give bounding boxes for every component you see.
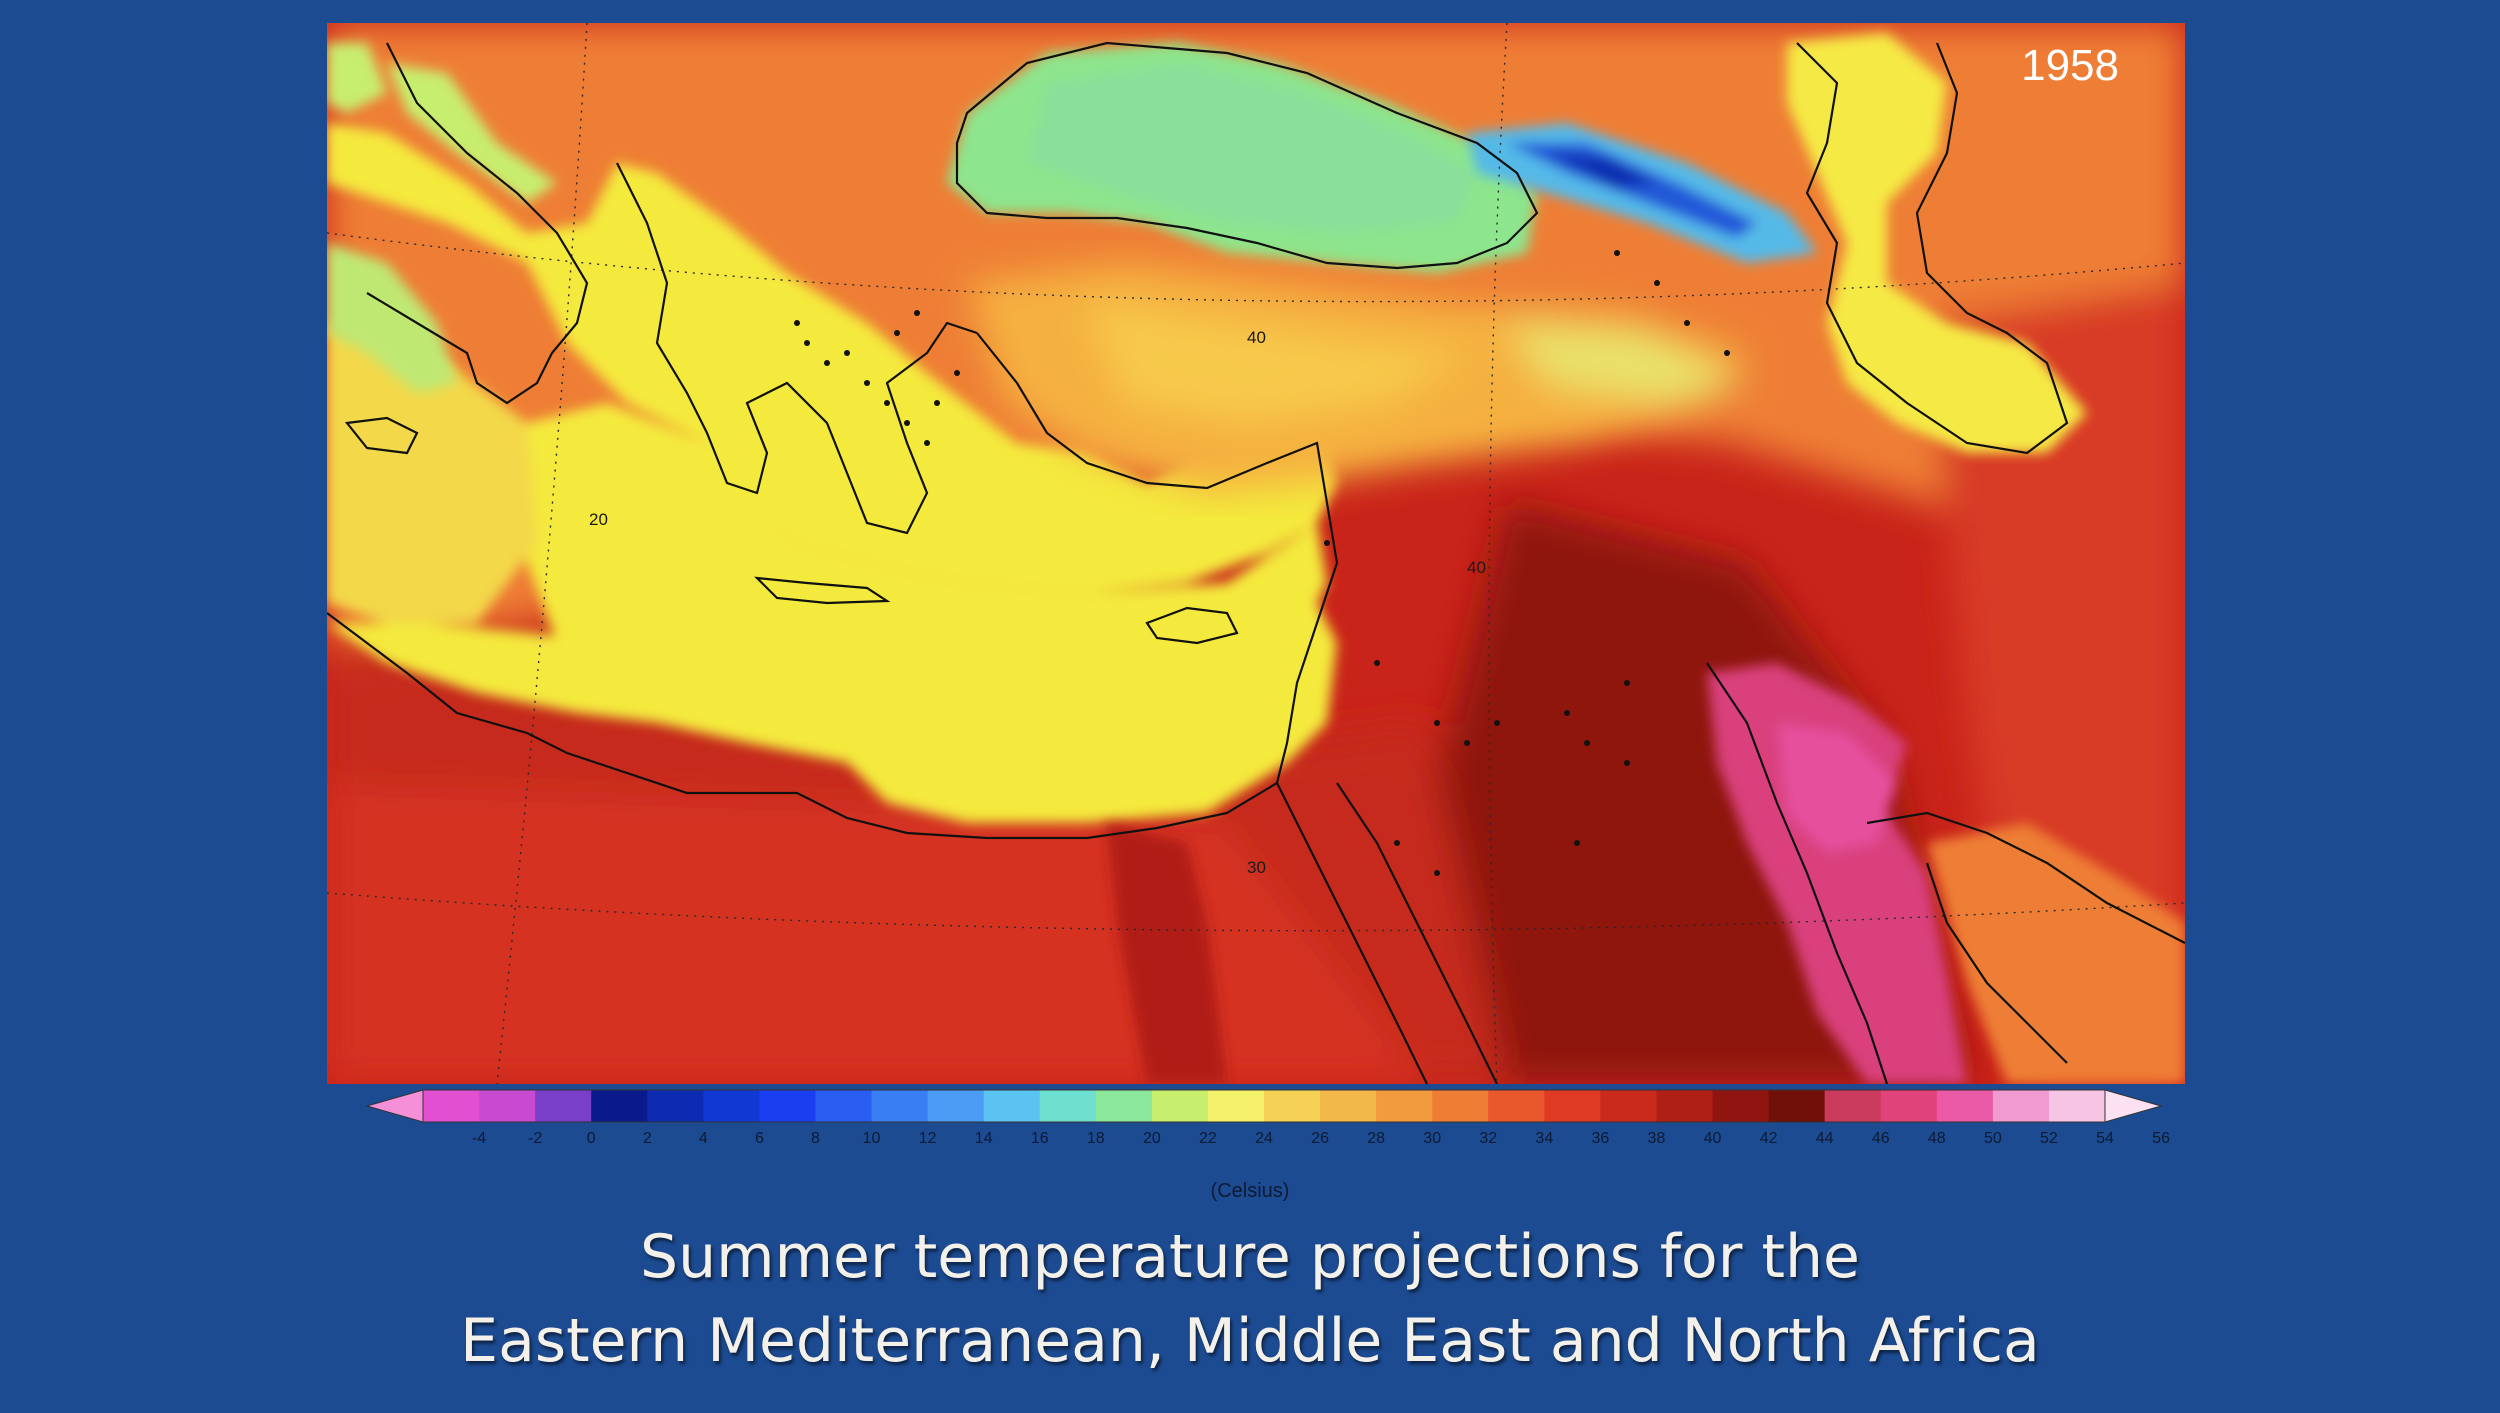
colorbar-segment: [1880, 1090, 1938, 1122]
colorbar-segment: [1656, 1090, 1714, 1122]
slide-caption: Summer temperature projections for the E…: [0, 1215, 2500, 1383]
colorbar-segment: [871, 1090, 929, 1122]
colorbar-segment: [1992, 1090, 2050, 1122]
colorbar-segment: [1432, 1090, 1489, 1122]
colorbar-arrow-low: [365, 1089, 424, 1123]
colorbar-tick-label: 8: [811, 1130, 820, 1147]
colorbar-tick-label: 44: [1815, 1130, 1834, 1147]
colorbar-tick-label: 54: [2096, 1130, 2114, 1147]
colorbar-tick-label: 40: [1703, 1130, 1722, 1147]
colorbar-tick-label: 12: [918, 1130, 937, 1147]
grid-label-lon-40: 40: [1467, 558, 1486, 577]
colorbar-segment: [983, 1090, 1041, 1122]
colorbar-segment: [1824, 1090, 1882, 1122]
colorbar-segment: [927, 1090, 985, 1122]
colorbar-tick-label: 34: [1535, 1130, 1554, 1147]
colorbar-tick-label: 38: [1647, 1130, 1666, 1147]
colorbar-segment: [703, 1090, 760, 1122]
colorbar-tick-label: 52: [2040, 1130, 2058, 1147]
colorbar-units: (Celsius): [1210, 1180, 1290, 1202]
colorbar-segment: [1376, 1090, 1433, 1122]
colorbar-tick-label: 0: [586, 1130, 596, 1147]
colorbar-tick-label: 50: [1983, 1130, 2002, 1147]
colorbar-tick-label: 30: [1423, 1130, 1442, 1147]
colorbar-segment: [1712, 1090, 1770, 1122]
grid-label-lon-20: 20: [589, 510, 608, 529]
italy-region: [327, 43, 557, 393]
colorbar-tick-label: 26: [1311, 1130, 1329, 1147]
colorbar-segment: [1936, 1090, 1994, 1122]
colorbar-tick-label: 24: [1255, 1130, 1273, 1147]
colorbar-segment: [1768, 1090, 1826, 1122]
grid-label-lat-30: 30: [1247, 858, 1266, 877]
colorbar-tick-label: 20: [1142, 1130, 1161, 1147]
colorbar-canvas: [365, 1089, 2163, 1123]
year-label: 1958: [2021, 41, 2119, 90]
colorbar-tick-label: 14: [974, 1130, 993, 1147]
colorbar-outline: [422, 1089, 2106, 1123]
colorbar-tick-label: 36: [1591, 1130, 1610, 1147]
egypt-region: [1107, 823, 1227, 1084]
colorbar-tick-label: 46: [1871, 1130, 1890, 1147]
colorbar-tick-label: -2: [528, 1130, 543, 1147]
colorbar-segment: [591, 1090, 648, 1122]
islands: [794, 250, 1730, 876]
colorbar-tick-label: 32: [1479, 1130, 1498, 1147]
anatolia-region: [967, 263, 1747, 493]
temperature-map: 20 40 40 30 1958: [327, 23, 2185, 1084]
colorbar-tick-label: -4: [471, 1130, 487, 1147]
colorbar-tick-label: 2: [642, 1130, 652, 1147]
colorbar-segment: [1207, 1090, 1265, 1122]
colorbar-tick-label: 42: [1759, 1130, 1778, 1147]
arabia-southeast: [1927, 823, 2185, 1084]
colorbar-tick-label: 6: [754, 1130, 764, 1147]
coastlines: [327, 41, 2185, 1084]
colorbar-segment: [1544, 1090, 1601, 1122]
colorbar-segment: [1039, 1090, 1097, 1122]
black-sea: [947, 43, 1537, 273]
persian-gulf-hotspot: [1707, 663, 1967, 1084]
colorbar-tick-label: 18: [1086, 1130, 1105, 1147]
colorbar-segment: [1151, 1090, 1209, 1122]
colorbar-tick-label: 4: [698, 1130, 708, 1147]
colorbar-tick-label: 22: [1199, 1130, 1217, 1147]
caspian-sea: [1787, 33, 2087, 453]
colorbar-tick-label: 28: [1367, 1130, 1386, 1147]
colorbar-segment: [479, 1090, 536, 1122]
colorbar-segment: [1264, 1090, 1321, 1122]
caucasus-cold-band: [1467, 123, 1817, 263]
colorbar-segment: [1320, 1090, 1377, 1122]
mediterranean-sea: [327, 123, 1337, 823]
caption-line-2: Eastern Mediterranean, Middle East and N…: [460, 1306, 2040, 1376]
colorbar-segment: [1488, 1090, 1545, 1122]
map-canvas: 20 40 40 30: [327, 23, 2185, 1084]
colorbar: [365, 1089, 2163, 1123]
colorbar-segment: [815, 1090, 873, 1122]
colorbar-tick-label: 16: [1030, 1130, 1049, 1147]
colorbar-segment: [423, 1090, 480, 1122]
colorbar-segment: [2048, 1090, 2106, 1122]
colorbar-segment: [647, 1090, 704, 1122]
colorbar-segment: [1095, 1090, 1153, 1122]
colorbar-tick-label: 56: [2152, 1130, 2170, 1147]
colorbar-segment: [535, 1090, 592, 1122]
colorbar-tick-label: 10: [862, 1130, 881, 1147]
colorbar-segment: [1600, 1090, 1657, 1122]
grid-label-lat-40: 40: [1247, 328, 1266, 347]
caption-line-1: Summer temperature projections for the: [640, 1222, 1860, 1292]
colorbar-arrow-high: [2104, 1089, 2163, 1123]
colorbar-ticks: -4 -2 0 2 4 6 8 10 12 14 16 18 20 22 24 26 28 30 32 34 36 38 4…: [367, 1130, 2170, 1154]
colorbar-tick-label: 48: [1927, 1130, 1946, 1147]
colorbar-segment: [759, 1090, 816, 1122]
